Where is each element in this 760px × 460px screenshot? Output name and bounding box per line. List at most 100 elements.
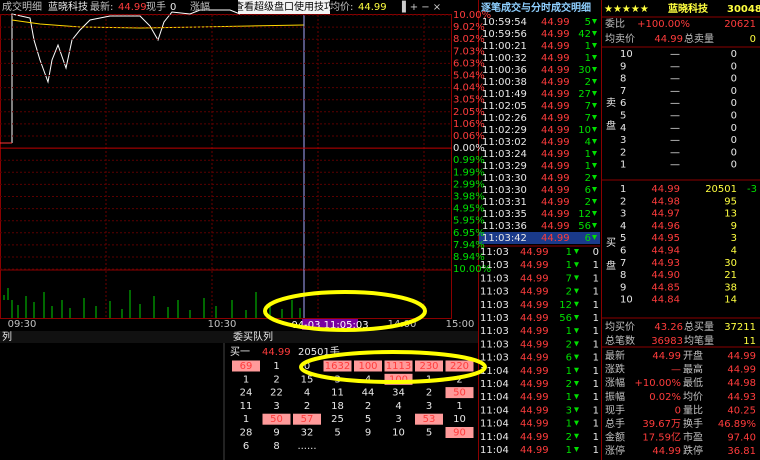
- toolbar-icons[interactable]: ▌+ − ×: [401, 0, 441, 13]
- label: 44.99: [727, 365, 756, 376]
- tick-price: 44.99: [541, 89, 570, 100]
- label: 委比: [605, 17, 625, 30]
- queue-cell: 220: [450, 361, 469, 372]
- label: —: [670, 147, 680, 158]
- label: 列: [2, 330, 12, 343]
- tick-price: 44.99: [541, 221, 570, 232]
- label: 涨停: [605, 444, 625, 457]
- volume-bars: [3, 288, 301, 318]
- queue-cell: 1: [273, 361, 279, 372]
- label: 8: [620, 74, 626, 85]
- tick-price: 44.99: [541, 41, 570, 52]
- label: 44.93: [727, 392, 756, 403]
- label: 开盘: [683, 349, 703, 362]
- pct-label: 2.05%: [453, 107, 485, 118]
- queue-cell: 1: [243, 414, 249, 425]
- label: 均价:: [330, 1, 353, 13]
- label: 2: [620, 196, 626, 207]
- arrow: [592, 235, 597, 240]
- tick-time: 11:00:21: [482, 41, 527, 52]
- queue-cell: 32: [301, 428, 314, 439]
- queue-cell: 28: [240, 428, 253, 439]
- arrow: [592, 163, 597, 168]
- label: 0: [750, 34, 756, 45]
- label: 金额: [605, 431, 625, 444]
- queue-cell: 1: [456, 401, 462, 412]
- queue-cell: 2: [365, 401, 371, 412]
- minute-count: 1: [593, 273, 599, 284]
- annotation-ellipse: [299, 350, 487, 384]
- minute-vol: 2: [566, 287, 572, 298]
- label: 44.99: [652, 351, 681, 362]
- time-label: 10:30: [208, 319, 237, 330]
- minute-price: 44.99: [520, 419, 549, 430]
- label: 40.25: [727, 405, 756, 416]
- arrow: [592, 103, 597, 108]
- label: 13: [724, 209, 737, 220]
- label: 5: [620, 233, 626, 244]
- minute-price: 44.99: [520, 392, 549, 403]
- label: 卖: [606, 97, 616, 109]
- label: 44.84: [651, 295, 680, 306]
- tick-vol: 1: [585, 41, 591, 52]
- label: 0: [731, 135, 737, 146]
- label: 3: [620, 209, 626, 220]
- arrow: [592, 175, 597, 180]
- label: 44.99: [358, 2, 387, 13]
- arrow: [592, 43, 597, 48]
- label: 0: [731, 123, 737, 134]
- pct-label: 7.94%: [453, 240, 485, 251]
- minute-count: 1: [593, 366, 599, 377]
- label: 均卖价: [605, 33, 635, 45]
- label: 0: [731, 61, 737, 72]
- label: 跌停: [683, 444, 703, 457]
- label: 39.67万: [642, 419, 681, 430]
- arrow: [592, 91, 597, 96]
- label: 38: [724, 282, 737, 293]
- arrow: [574, 341, 579, 347]
- label: 换手: [683, 417, 703, 430]
- tick-time: 11:02:29: [482, 125, 527, 136]
- label: 46.89%: [718, 419, 756, 430]
- tick-vol: 56: [578, 221, 591, 232]
- minute-count: 1: [593, 379, 599, 390]
- pct-label: 4.95%: [453, 204, 485, 215]
- big-order: [293, 413, 321, 425]
- queue-cell: 1632: [325, 361, 350, 372]
- label: 95: [724, 196, 737, 207]
- tick-vol: 10: [578, 125, 591, 136]
- queue-cell: 24: [240, 388, 253, 399]
- selected-row[interactable]: [479, 232, 600, 244]
- minute-vol: 1: [566, 419, 572, 430]
- arrow: [574, 315, 579, 320]
- queue-cell: 100: [358, 361, 377, 372]
- minute-vol: 1: [566, 247, 572, 258]
- queue-cell: 3: [395, 414, 401, 425]
- pct-label: 0.00%: [453, 143, 485, 154]
- label: 总笔数: [605, 334, 635, 347]
- arrow: [592, 115, 597, 120]
- pct-label: 2.99%: [453, 179, 485, 190]
- label: 44.99: [654, 34, 683, 45]
- price-line: [11, 9, 241, 143]
- tick-vol: 6: [585, 233, 591, 244]
- pct-label: 10.00%: [453, 264, 491, 275]
- big-order: [262, 413, 291, 425]
- tick-price: 44.99: [541, 233, 570, 244]
- minute-count: 1: [593, 300, 599, 311]
- tip-box[interactable]: [238, 0, 330, 14]
- label: 30: [724, 258, 737, 269]
- label: 市盈: [683, 431, 703, 444]
- tick-price: 44.99: [541, 137, 570, 148]
- label: 4: [620, 123, 626, 134]
- tick-time: 11:02:05: [482, 101, 527, 112]
- arrow: [574, 288, 579, 294]
- label: 1: [620, 160, 626, 171]
- label: 总卖量: [684, 32, 714, 45]
- tick-vol: 4: [585, 137, 591, 148]
- label: 44.99: [727, 351, 756, 362]
- queue-cell: 18: [331, 401, 344, 412]
- minute-price: 44.99: [520, 287, 549, 298]
- label: 买一: [230, 346, 250, 358]
- time-label: 15:00: [446, 319, 475, 330]
